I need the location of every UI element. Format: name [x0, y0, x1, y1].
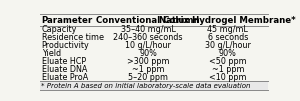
Text: 35–40 mg/mL: 35–40 mg/mL [121, 25, 176, 34]
Text: 6 seconds: 6 seconds [208, 33, 248, 42]
Text: 5–20 ppm: 5–20 ppm [128, 73, 168, 82]
Text: Residence time: Residence time [42, 33, 104, 42]
Text: >300 ppm: >300 ppm [127, 57, 169, 66]
Text: Productivity: Productivity [42, 41, 89, 50]
Text: Eluate DNA: Eluate DNA [42, 65, 87, 74]
Text: ~1 ppm: ~1 ppm [212, 65, 244, 74]
Text: 10 g/L/hour: 10 g/L/hour [125, 41, 171, 50]
Text: <10 ppm: <10 ppm [209, 73, 247, 82]
Text: Eluate ProA: Eluate ProA [42, 73, 88, 82]
Text: Yield: Yield [42, 49, 61, 58]
Text: Conventional Column: Conventional Column [96, 16, 200, 25]
FancyBboxPatch shape [40, 81, 268, 90]
Text: 90%: 90% [139, 49, 157, 58]
Text: ~1 ppm: ~1 ppm [132, 65, 164, 74]
Text: Natrix Hydrogel Membrane*: Natrix Hydrogel Membrane* [160, 16, 296, 25]
Text: 240–360 seconds: 240–360 seconds [113, 33, 183, 42]
Text: * Protein A based on initial laboratory-scale data evaluation: * Protein A based on initial laboratory-… [41, 83, 250, 89]
Text: Capacity: Capacity [42, 25, 77, 34]
Text: 45 mg/mL: 45 mg/mL [207, 25, 248, 34]
Text: 90%: 90% [219, 49, 237, 58]
Text: <50 ppm: <50 ppm [209, 57, 247, 66]
Text: Parameter: Parameter [42, 16, 93, 25]
Text: 30 g/L/hour: 30 g/L/hour [205, 41, 251, 50]
Text: Eluate HCP: Eluate HCP [42, 57, 86, 66]
